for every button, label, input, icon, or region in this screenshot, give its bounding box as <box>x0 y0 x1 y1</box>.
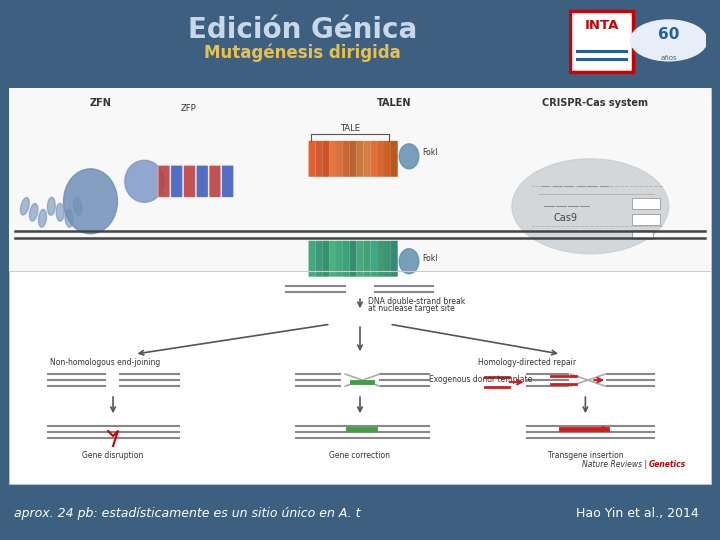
Circle shape <box>631 20 707 61</box>
FancyBboxPatch shape <box>315 241 323 276</box>
FancyBboxPatch shape <box>356 241 364 276</box>
FancyBboxPatch shape <box>384 141 391 177</box>
FancyBboxPatch shape <box>370 141 377 177</box>
FancyBboxPatch shape <box>336 141 343 177</box>
FancyBboxPatch shape <box>391 241 397 276</box>
Ellipse shape <box>73 198 82 215</box>
FancyBboxPatch shape <box>370 241 377 276</box>
FancyBboxPatch shape <box>632 230 652 239</box>
Ellipse shape <box>48 197 55 215</box>
Text: INTA: INTA <box>585 19 618 32</box>
Text: Mutagénesis dirigida: Mutagénesis dirigida <box>204 44 401 62</box>
Text: Transgene insertion: Transgene insertion <box>548 451 624 460</box>
FancyBboxPatch shape <box>329 241 336 276</box>
FancyBboxPatch shape <box>323 241 329 276</box>
Ellipse shape <box>125 160 164 202</box>
Text: at nuclease target site: at nuclease target site <box>368 303 454 313</box>
FancyBboxPatch shape <box>570 10 633 72</box>
Text: Edición Génica: Edición Génica <box>188 16 417 44</box>
Text: Hao Yin et al., 2014: Hao Yin et al., 2014 <box>576 507 698 519</box>
Text: Genetics: Genetics <box>649 460 686 469</box>
FancyBboxPatch shape <box>9 89 711 271</box>
Text: Gene disruption: Gene disruption <box>82 451 144 460</box>
Text: CRISPR-Cas system: CRISPR-Cas system <box>542 98 648 109</box>
FancyBboxPatch shape <box>377 241 384 276</box>
FancyBboxPatch shape <box>343 141 350 177</box>
FancyBboxPatch shape <box>343 241 350 276</box>
FancyBboxPatch shape <box>184 165 195 197</box>
Text: TALE: TALE <box>340 124 360 133</box>
Text: ZFN: ZFN <box>89 98 111 109</box>
Text: Nature Reviews |: Nature Reviews | <box>582 460 649 469</box>
FancyBboxPatch shape <box>632 214 660 225</box>
Ellipse shape <box>65 210 73 227</box>
FancyBboxPatch shape <box>384 241 391 276</box>
Ellipse shape <box>63 169 117 234</box>
Text: FokI: FokI <box>423 148 438 157</box>
FancyBboxPatch shape <box>391 141 397 177</box>
FancyBboxPatch shape <box>315 141 323 177</box>
Text: FokI: FokI <box>423 254 438 263</box>
Text: Cas9: Cas9 <box>554 213 577 223</box>
Text: Homology-directed repair: Homology-directed repair <box>477 358 576 367</box>
FancyBboxPatch shape <box>377 141 384 177</box>
Text: DNA double-strand break: DNA double-strand break <box>368 296 465 306</box>
FancyBboxPatch shape <box>632 198 660 209</box>
FancyBboxPatch shape <box>309 241 315 276</box>
FancyBboxPatch shape <box>9 89 711 484</box>
Ellipse shape <box>399 249 419 274</box>
Text: aprox. 24 pb: estadísticamente es un sitio único en A. t: aprox. 24 pb: estadísticamente es un sit… <box>14 507 361 519</box>
FancyBboxPatch shape <box>329 141 336 177</box>
Text: Gene correction: Gene correction <box>330 451 390 460</box>
Ellipse shape <box>20 198 30 215</box>
FancyBboxPatch shape <box>309 141 315 177</box>
Text: TALEN: TALEN <box>377 98 412 109</box>
FancyBboxPatch shape <box>364 241 370 276</box>
Text: Exogenous donor template: Exogenous donor template <box>428 375 532 383</box>
FancyBboxPatch shape <box>336 241 343 276</box>
Ellipse shape <box>38 210 47 227</box>
FancyBboxPatch shape <box>171 165 183 197</box>
FancyBboxPatch shape <box>209 165 221 197</box>
FancyBboxPatch shape <box>158 165 170 197</box>
FancyBboxPatch shape <box>197 165 208 197</box>
Ellipse shape <box>399 144 419 169</box>
Text: años: años <box>660 55 677 61</box>
Text: 60: 60 <box>658 27 680 42</box>
Text: ZFP: ZFP <box>181 104 197 113</box>
FancyBboxPatch shape <box>323 141 329 177</box>
Ellipse shape <box>30 204 38 221</box>
Ellipse shape <box>56 203 64 221</box>
FancyBboxPatch shape <box>356 141 364 177</box>
FancyBboxPatch shape <box>222 165 233 197</box>
FancyBboxPatch shape <box>364 141 370 177</box>
Ellipse shape <box>512 159 669 254</box>
Text: Non-homologous end-joining: Non-homologous end-joining <box>50 358 161 367</box>
FancyBboxPatch shape <box>350 141 356 177</box>
FancyBboxPatch shape <box>350 241 356 276</box>
